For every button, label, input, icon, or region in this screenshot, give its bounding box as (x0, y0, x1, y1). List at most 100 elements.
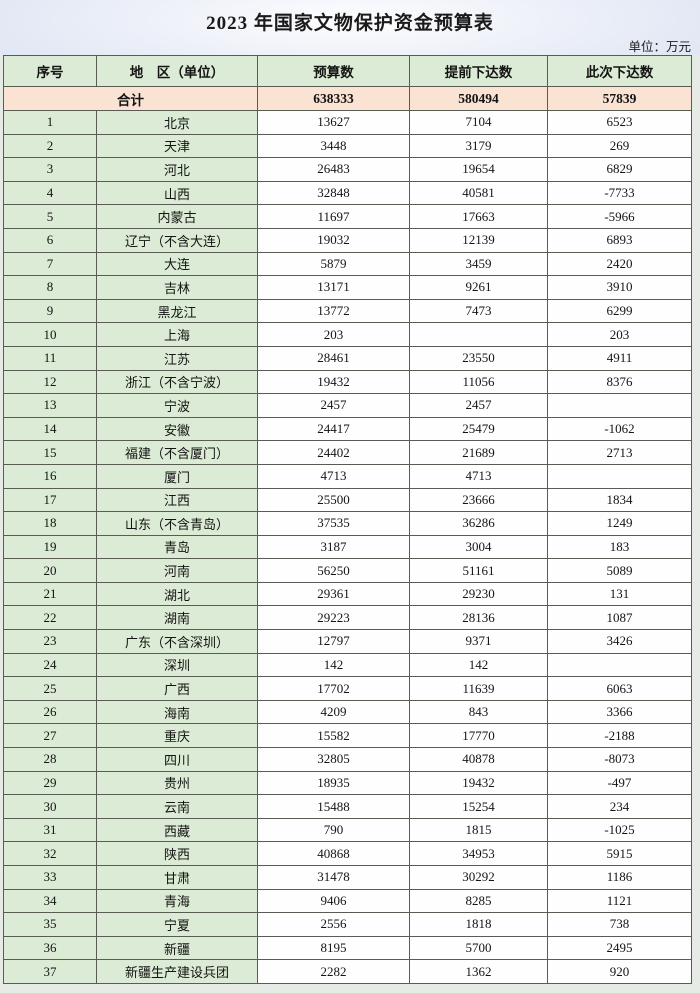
row-number-cell: 4 (3, 180, 97, 206)
row-number-cell: 3 (3, 157, 97, 182)
advance-cell: 1815 (409, 817, 548, 843)
row-number-cell: 15 (3, 440, 97, 465)
region-cell: 青岛 (96, 534, 258, 560)
row-number-cell: 8 (3, 275, 97, 300)
total-budget-cell: 638333 (257, 86, 410, 111)
region-cell: 安徽 (96, 416, 258, 442)
budget-cell: 2556 (257, 912, 410, 937)
advance-cell: 29230 (409, 581, 548, 607)
budget-cell: 29361 (257, 581, 410, 607)
current-cell: -5966 (547, 204, 692, 229)
table-row: 23 广东（不含深圳） 12797 9371 3426 (3, 629, 692, 654)
table-body: 合计 638333 580494 57839 1 北京 13627 7104 6523 2… (3, 86, 692, 984)
budget-cell: 8195 (257, 935, 410, 961)
table-row: 17 江西 25500 23666 1834 (3, 487, 692, 513)
region-cell: 宁波 (96, 393, 258, 418)
budget-cell: 19032 (257, 227, 410, 253)
row-number-cell: 7 (3, 251, 97, 277)
region-cell: 贵州 (96, 770, 258, 796)
advance-cell: 40581 (409, 180, 548, 206)
advance-cell: 1362 (409, 959, 548, 984)
table-row: 18 山东（不含青岛） 37535 36286 1249 (3, 511, 692, 536)
region-cell: 新疆 (96, 935, 258, 961)
total-label-cell: 合计 (3, 86, 258, 111)
advance-cell: 11056 (409, 369, 548, 395)
table-row: 6 辽宁（不含大连） 19032 12139 6893 (3, 227, 692, 253)
row-number-cell: 20 (3, 558, 97, 583)
row-number-cell: 9 (3, 298, 97, 324)
title-band (0, 0, 700, 55)
current-cell: 2495 (547, 935, 692, 961)
row-number-cell: 33 (3, 865, 97, 890)
advance-cell: 142 (409, 652, 548, 678)
row-number-cell: 37 (3, 959, 97, 984)
row-number-cell: 25 (3, 676, 97, 701)
advance-cell (409, 322, 548, 347)
row-number-cell: 17 (3, 487, 97, 513)
column-header-budget: 预算数 (257, 55, 410, 87)
table-row: 35 宁夏 2556 1818 738 (3, 912, 692, 937)
row-number-cell: 16 (3, 463, 97, 489)
current-cell (547, 393, 692, 418)
current-cell: 5915 (547, 841, 692, 866)
current-cell: 1121 (547, 888, 692, 914)
column-header-region: 地 区（单位） (96, 55, 258, 87)
budget-cell: 15488 (257, 794, 410, 819)
table-row: 15 福建（不含厦门） 24402 21689 2713 (3, 440, 692, 465)
region-cell: 吉林 (96, 275, 258, 300)
budget-cell: 19432 (257, 369, 410, 395)
row-number-cell: 19 (3, 534, 97, 560)
table-row: 14 安徽 24417 25479 -1062 (3, 416, 692, 442)
budget-cell: 3448 (257, 133, 410, 159)
current-cell: 2420 (547, 251, 692, 277)
table-row: 12 浙江（不含宁波） 19432 11056 8376 (3, 369, 692, 395)
table-row: 16 厦门 4713 4713 (3, 463, 692, 489)
unit-note: 单位：万元 (628, 40, 691, 54)
row-number-cell: 18 (3, 511, 97, 536)
advance-cell: 19654 (409, 157, 548, 182)
current-cell: 1087 (547, 605, 692, 631)
budget-cell: 4209 (257, 699, 410, 725)
current-cell: 6893 (547, 227, 692, 253)
advance-cell: 51161 (409, 558, 548, 583)
current-cell: -8073 (547, 747, 692, 772)
current-cell: 3426 (547, 629, 692, 654)
budget-cell: 18935 (257, 770, 410, 796)
budget-cell: 142 (257, 652, 410, 678)
region-cell: 青海 (96, 888, 258, 914)
advance-cell: 2457 (409, 393, 548, 418)
budget-cell: 17702 (257, 676, 410, 701)
table-row: 34 青海 9406 8285 1121 (3, 888, 692, 914)
region-cell: 四川 (96, 747, 258, 772)
advance-cell: 3179 (409, 133, 548, 159)
region-cell: 湖北 (96, 581, 258, 607)
region-cell: 厦门 (96, 463, 258, 489)
region-cell: 河南 (96, 558, 258, 583)
budget-cell: 37535 (257, 511, 410, 536)
advance-cell: 15254 (409, 794, 548, 819)
row-number-cell: 28 (3, 747, 97, 772)
table-row: 9 黑龙江 13772 7473 6299 (3, 298, 692, 324)
budget-cell: 2457 (257, 393, 410, 418)
table-row: 30 云南 15488 15254 234 (3, 794, 692, 819)
region-cell: 福建（不含厦门） (96, 440, 258, 465)
row-number-cell: 13 (3, 393, 97, 418)
budget-cell: 13772 (257, 298, 410, 324)
region-cell: 重庆 (96, 723, 258, 749)
table-row: 25 广西 17702 11639 6063 (3, 676, 692, 701)
budget-cell: 11697 (257, 204, 410, 229)
table-row: 22 湖南 29223 28136 1087 (3, 605, 692, 631)
current-cell: -1025 (547, 817, 692, 843)
row-number-cell: 5 (3, 204, 97, 229)
current-cell: -497 (547, 770, 692, 796)
advance-cell: 21689 (409, 440, 548, 465)
row-number-cell: 21 (3, 581, 97, 607)
budget-cell: 790 (257, 817, 410, 843)
region-cell: 上海 (96, 322, 258, 347)
budget-cell: 25500 (257, 487, 410, 513)
row-number-cell: 14 (3, 416, 97, 442)
advance-cell: 36286 (409, 511, 548, 536)
budget-cell: 203 (257, 322, 410, 347)
region-cell: 江苏 (96, 345, 258, 371)
